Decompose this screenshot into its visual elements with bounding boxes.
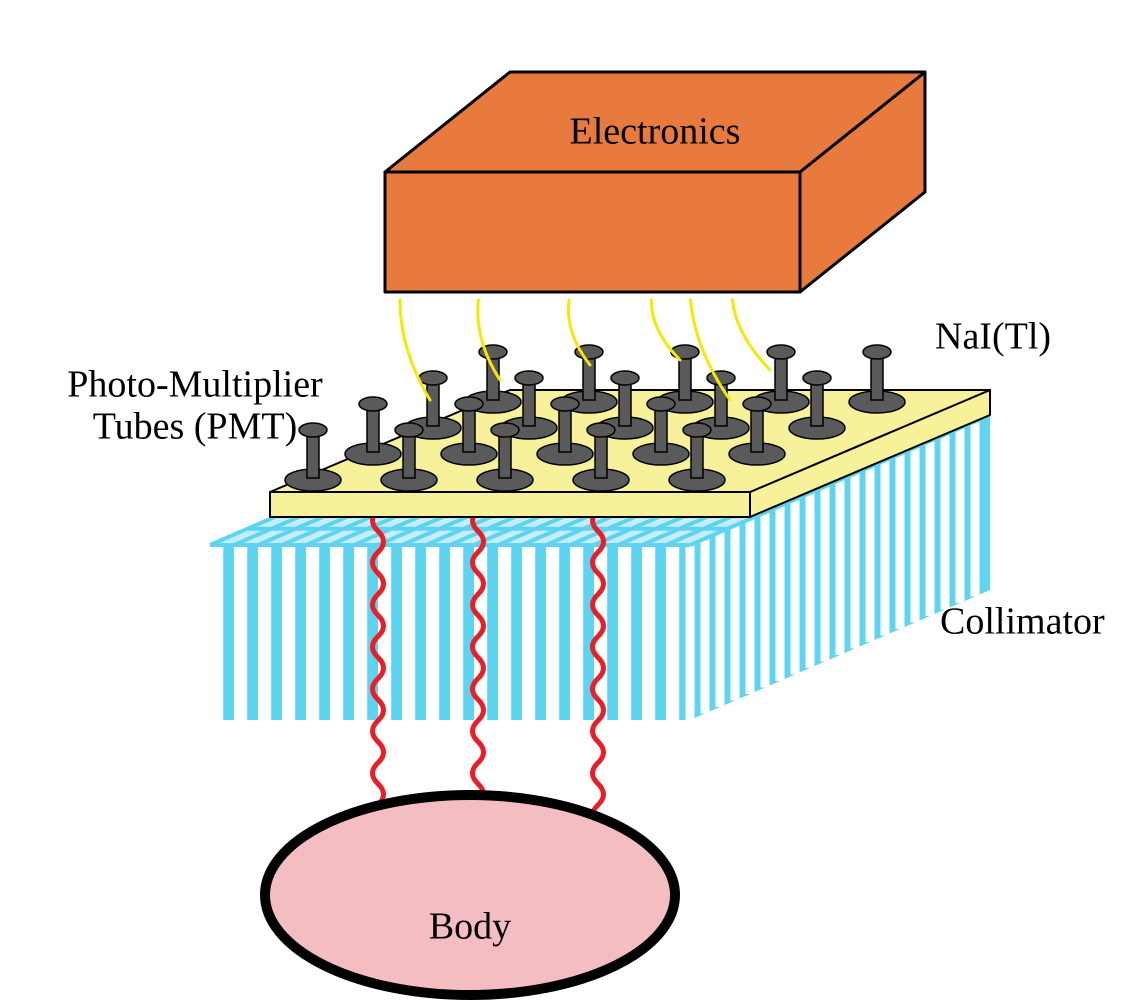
label-nai-tl: NaI(Tl) [935,316,1051,358]
label-pmt-line1: Photo-Multiplier [67,364,323,406]
label-electronics: Electronics [570,111,741,153]
gamma-camera-diagram: Electronics NaI(Tl) Photo-MultiplierTubes … [0,0,1139,1000]
label-body: Body [429,906,511,948]
label-pmt-line2: Tubes (PMT) [93,406,297,448]
label-collimator: Collimator [940,601,1105,643]
